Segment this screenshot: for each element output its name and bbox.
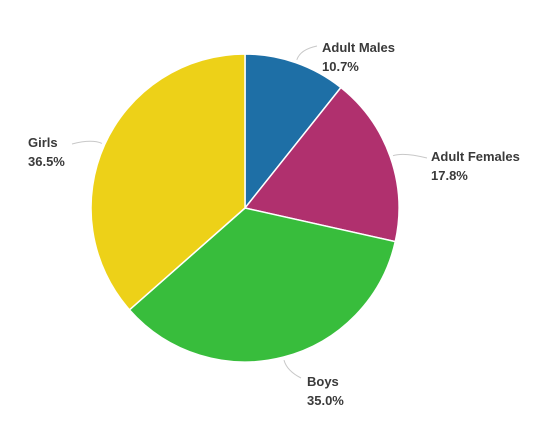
pie-slice-girls <box>90 53 246 311</box>
leader-line-adult-females <box>392 153 428 159</box>
data-labels: Adult Males 10.7% Adult Females 17.8% Bo… <box>28 40 520 408</box>
label-name-boys: Boys <box>307 374 339 389</box>
label-value-adult-females: 17.8% <box>431 168 468 183</box>
leader-line-adult-males <box>296 45 318 60</box>
pie-slice-adult-females <box>244 86 400 243</box>
pie-slice-adult-males <box>244 53 342 209</box>
leader-line-girls <box>71 140 103 145</box>
label-value-boys: 35.0% <box>307 393 344 408</box>
label-name-adult-males: Adult Males <box>322 40 395 55</box>
label-value-adult-males: 10.7% <box>322 59 359 74</box>
label-name-girls: Girls <box>28 135 58 150</box>
leader-line-boys <box>283 359 302 379</box>
leader-lines <box>71 45 428 379</box>
label-name-adult-females: Adult Females <box>431 149 520 164</box>
pie-slice-boys <box>128 207 397 363</box>
label-value-girls: 36.5% <box>28 154 65 169</box>
pie-slices <box>90 53 400 363</box>
